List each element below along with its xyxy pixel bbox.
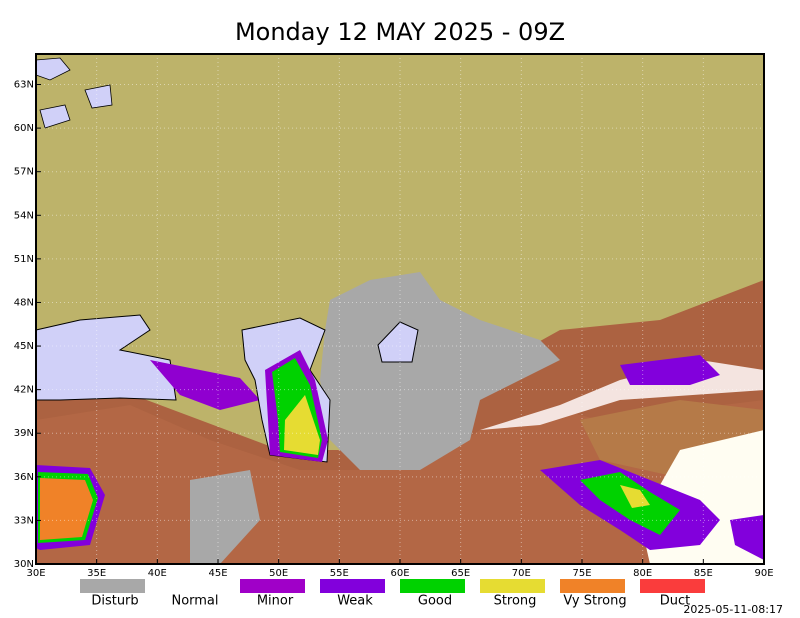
x-tick-label: 90E bbox=[754, 568, 773, 579]
x-tick-label: 75E bbox=[572, 568, 591, 579]
y-tick-label: 42N bbox=[14, 385, 34, 396]
x-tick-label: 35E bbox=[87, 568, 106, 579]
timestamp: 2025-05-11-08:17 bbox=[683, 603, 783, 616]
legend-label: Vy Strong bbox=[563, 594, 626, 609]
x-tick-label: 85E bbox=[694, 568, 713, 579]
legend-swatch bbox=[80, 579, 145, 593]
x-tick-label: 40E bbox=[148, 568, 167, 579]
legend: Disturb Normal Minor Weak Good Strong Vy Stron… bbox=[80, 579, 705, 609]
x-tick-label: 65E bbox=[451, 568, 470, 579]
propagation-weak bbox=[730, 515, 764, 560]
y-tick-label: 63N bbox=[14, 80, 34, 91]
legend-swatch bbox=[240, 579, 305, 593]
x-tick-label: 60E bbox=[390, 568, 409, 579]
legend-swatch bbox=[160, 579, 225, 593]
legend-swatch bbox=[640, 579, 705, 593]
legend-swatch bbox=[480, 579, 545, 593]
legend-label: Duct bbox=[660, 594, 691, 609]
legend-label: Good bbox=[418, 594, 452, 609]
legend-label: Normal bbox=[171, 594, 218, 609]
black-sea bbox=[35, 314, 177, 401]
x-tick-label: 45E bbox=[208, 568, 227, 579]
ticks: 30E 35E 40E 45E 50E 55E 60E 65E 70E 75E 80E 85E 90E 3… bbox=[14, 80, 774, 579]
legend-swatch bbox=[320, 579, 385, 593]
y-tick-label: 51N bbox=[14, 254, 34, 265]
propagation-strong bbox=[284, 395, 320, 455]
legend-label: Strong bbox=[494, 594, 537, 609]
propagation-strong bbox=[620, 485, 650, 508]
y-tick-label: 36N bbox=[14, 472, 34, 483]
propagation-weak bbox=[620, 355, 720, 385]
disturb-area bbox=[190, 470, 260, 564]
y-tick-label: 57N bbox=[14, 167, 34, 178]
title: Monday 12 MAY 2025 - 09Z bbox=[235, 18, 565, 46]
disturb-area bbox=[320, 272, 560, 470]
legend-label: Weak bbox=[337, 594, 373, 609]
x-tick-label: 80E bbox=[633, 568, 652, 579]
propagation-vystrong bbox=[40, 478, 93, 540]
map-area bbox=[35, 53, 765, 565]
x-tick-label: 55E bbox=[330, 568, 349, 579]
y-tick-label: 54N bbox=[14, 210, 34, 221]
y-tick-label: 30N bbox=[14, 559, 34, 570]
aral-sea bbox=[377, 321, 419, 363]
legend-label: Minor bbox=[257, 594, 294, 609]
propagation-minor bbox=[150, 360, 260, 410]
legend-swatch bbox=[400, 579, 465, 593]
x-tick-label: 70E bbox=[512, 568, 531, 579]
legend-swatch bbox=[560, 579, 625, 593]
y-tick-label: 33N bbox=[14, 515, 34, 526]
y-tick-label: 45N bbox=[14, 341, 34, 352]
y-tick-label: 60N bbox=[14, 123, 34, 134]
x-tick-label: 30E bbox=[26, 568, 45, 579]
y-tick-label: 39N bbox=[14, 428, 34, 439]
x-tick-label: 50E bbox=[269, 568, 288, 579]
legend-label: Disturb bbox=[91, 594, 138, 609]
y-tick-label: 48N bbox=[14, 297, 34, 308]
